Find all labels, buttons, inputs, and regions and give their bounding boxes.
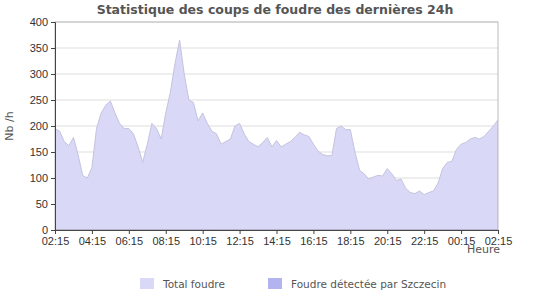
- x-tick-mark: [55, 230, 56, 234]
- plot-background: [55, 22, 498, 230]
- x-tick-mark: [129, 230, 130, 234]
- x-tick-label: 10:15: [189, 235, 217, 247]
- x-tick: 20:15: [374, 230, 402, 247]
- grid-line: [55, 74, 498, 75]
- y-axis-title: Nb /h: [3, 111, 16, 140]
- y-tick-label: 150: [30, 146, 48, 158]
- chart: 05010015020025030035040002:1504:1506:150…: [0, 0, 550, 300]
- y-tick-mark: [51, 48, 55, 49]
- plot-frame: [55, 22, 498, 230]
- x-tick-label: 20:15: [374, 235, 402, 247]
- area-series: [55, 40, 498, 230]
- x-tick: 22:15: [411, 230, 439, 247]
- x-tick-mark: [166, 230, 167, 234]
- y-tick-mark: [51, 230, 55, 231]
- x-tick-mark: [203, 230, 204, 234]
- y-axis-line: [51, 23, 56, 231]
- x-tick: 12:15: [226, 230, 254, 247]
- x-tick-label: 02:15: [42, 235, 70, 247]
- x-tick-mark: [240, 230, 241, 234]
- x-tick-label: 12:15: [226, 235, 254, 247]
- grid-line: [55, 100, 498, 101]
- x-tick-label: 06:15: [116, 235, 144, 247]
- legend-swatch: [140, 278, 154, 289]
- x-tick-label: 04:15: [79, 235, 107, 247]
- y-tick-mark: [51, 74, 55, 75]
- x-tick: 02:15: [42, 230, 70, 247]
- x-tick: 10:15: [189, 230, 217, 247]
- x-axis-title: Heure: [467, 243, 500, 256]
- areas: [55, 40, 498, 230]
- y-tick-mark: [51, 22, 55, 23]
- y-tick-label: 200: [30, 120, 48, 132]
- legend-label: Foudre détectée par Szczecin: [291, 278, 446, 290]
- y-tick-label: 300: [30, 68, 48, 80]
- x-tick: 06:15: [116, 230, 144, 247]
- y-tick: 200: [30, 120, 55, 132]
- y-tick-mark: [51, 152, 55, 153]
- x-tick-label: 08:15: [152, 235, 180, 247]
- x-tick-mark: [277, 230, 278, 234]
- y-tick-label: 400: [30, 16, 48, 28]
- y-tick-label: 350: [30, 42, 48, 54]
- y-tick-mark: [51, 126, 55, 127]
- x-tick: 04:15: [79, 230, 107, 247]
- y-tick: 350: [30, 42, 55, 54]
- y-tick: 50: [36, 198, 55, 210]
- legend: Total foudre Foudre détectée par Szczecin: [140, 278, 446, 290]
- x-tick: 14:15: [263, 230, 291, 247]
- y-tick: 150: [30, 146, 55, 158]
- x-axis-line: [56, 231, 499, 235]
- y-tick: 100: [30, 172, 55, 184]
- title: Statistique des coups de foudre des dern…: [97, 2, 454, 17]
- x-tick: 18:15: [337, 230, 365, 247]
- x-tick-mark: [313, 230, 314, 234]
- y-tick-label: 100: [30, 172, 48, 184]
- legend-label: Total foudre: [162, 278, 225, 290]
- y-tick-label: 250: [30, 94, 48, 106]
- y-tick-mark: [51, 178, 55, 179]
- y-tick: 400: [30, 16, 55, 28]
- x-tick-label: 22:15: [411, 235, 439, 247]
- x-tick: 16:15: [300, 230, 328, 247]
- x-tick-mark: [424, 230, 425, 234]
- x-tick-mark: [92, 230, 93, 234]
- x-tick: 08:15: [152, 230, 180, 247]
- x-tick-label: 14:15: [263, 235, 291, 247]
- y-tick: 250: [30, 94, 55, 106]
- y-tick-mark: [51, 100, 55, 101]
- x-tick-label: 16:15: [300, 235, 328, 247]
- x-axis: 02:15 04:15 06:15 08:15 10:15 12:15 14:15 16:15…: [42, 230, 513, 247]
- x-tick-mark: [350, 230, 351, 234]
- y-axis: 050100150200250300350400: [30, 16, 56, 236]
- legend-swatch: [268, 278, 282, 289]
- grid: [55, 22, 498, 230]
- x-tick-mark: [498, 230, 499, 234]
- y-tick-mark: [51, 204, 55, 205]
- x-tick-mark: [387, 230, 388, 234]
- y-tick-label: 50: [36, 198, 48, 210]
- x-tick-label: 18:15: [337, 235, 365, 247]
- y-tick: 300: [30, 68, 55, 80]
- grid-line: [55, 48, 498, 49]
- x-tick-mark: [461, 230, 462, 234]
